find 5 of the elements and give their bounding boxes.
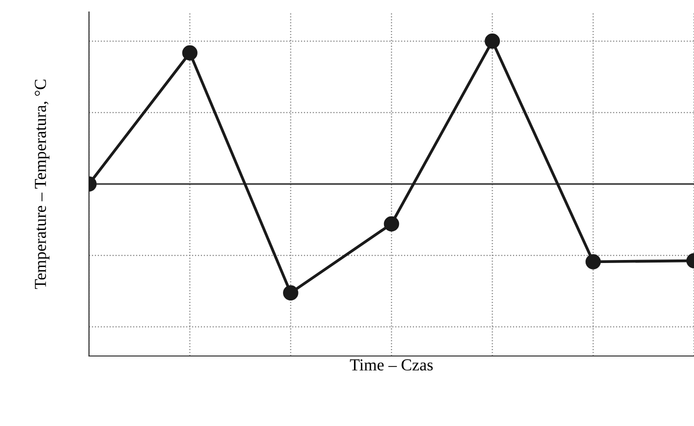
x-axis-title: Time – Czas [350, 359, 433, 371]
point [283, 285, 298, 300]
point [484, 34, 500, 49]
y-axis-title: Temperature – Temperatura, °C [34, 80, 50, 289]
point [384, 216, 400, 232]
